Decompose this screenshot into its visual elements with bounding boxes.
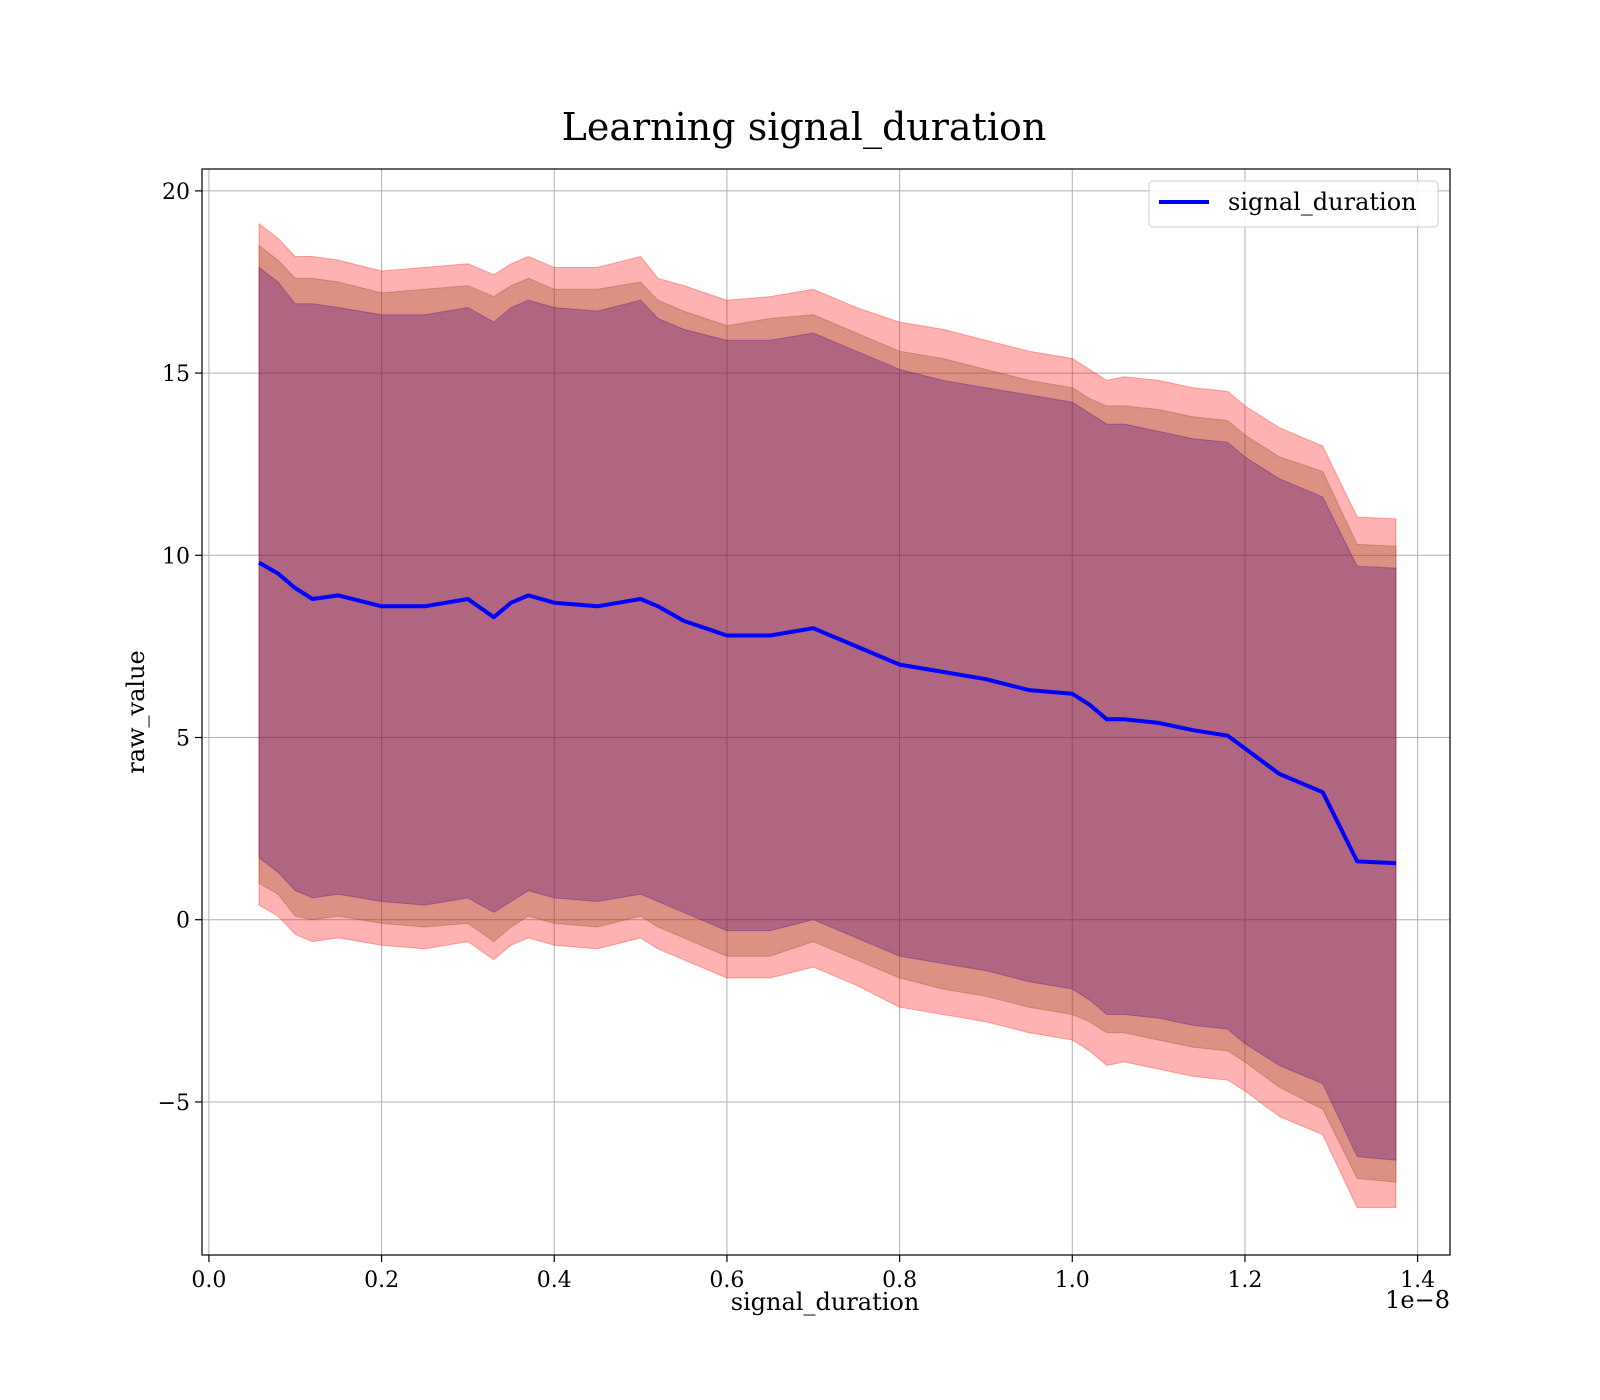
x-axis-label: signal_duration — [731, 1288, 920, 1316]
x-tick-label: 0.8 — [882, 1268, 917, 1293]
y-tick-label: 0 — [176, 909, 190, 934]
legend-box — [1148, 180, 1439, 228]
x-tick-label: 1.2 — [1227, 1268, 1262, 1293]
plot-frame — [201, 168, 1451, 1256]
series-line-signal-duration — [258, 560, 1397, 866]
data-series — [258, 560, 1397, 866]
legend: signal_duration — [1148, 180, 1439, 228]
y-axis-ticks: −5 0 5 10 15 20 — [158, 180, 202, 1116]
std-band-middle — [258, 244, 1397, 1183]
std-bands — [258, 222, 1397, 1209]
y-tick-label: 20 — [162, 180, 190, 205]
x-tick-label: 0.4 — [537, 1268, 572, 1293]
legend-entry-signal-duration: signal_duration — [1228, 188, 1417, 216]
y-tick-label: −5 — [158, 1091, 190, 1116]
std-band-inner — [258, 266, 1397, 1161]
x-tick-label: 0.2 — [364, 1268, 399, 1293]
y-tick-label: 5 — [176, 727, 190, 752]
x-tick-label: 0.6 — [709, 1268, 744, 1293]
y-tick-label: 10 — [162, 544, 190, 569]
x-axis-ticks: 0.0 0.2 0.4 0.6 0.8 1.0 1.2 1.4 — [191, 1255, 1435, 1293]
x-axis-offset-label: 1e−8 — [1385, 1286, 1450, 1314]
y-tick-label: 15 — [162, 362, 190, 387]
chart-title: Learning signal_duration — [562, 105, 1047, 150]
x-tick-label: 1.4 — [1400, 1268, 1435, 1293]
x-tick-label: 0.0 — [191, 1268, 226, 1293]
y-axis-label: raw_value — [122, 650, 150, 774]
x-tick-label: 1.0 — [1055, 1268, 1090, 1293]
std-band-outer — [258, 222, 1397, 1209]
